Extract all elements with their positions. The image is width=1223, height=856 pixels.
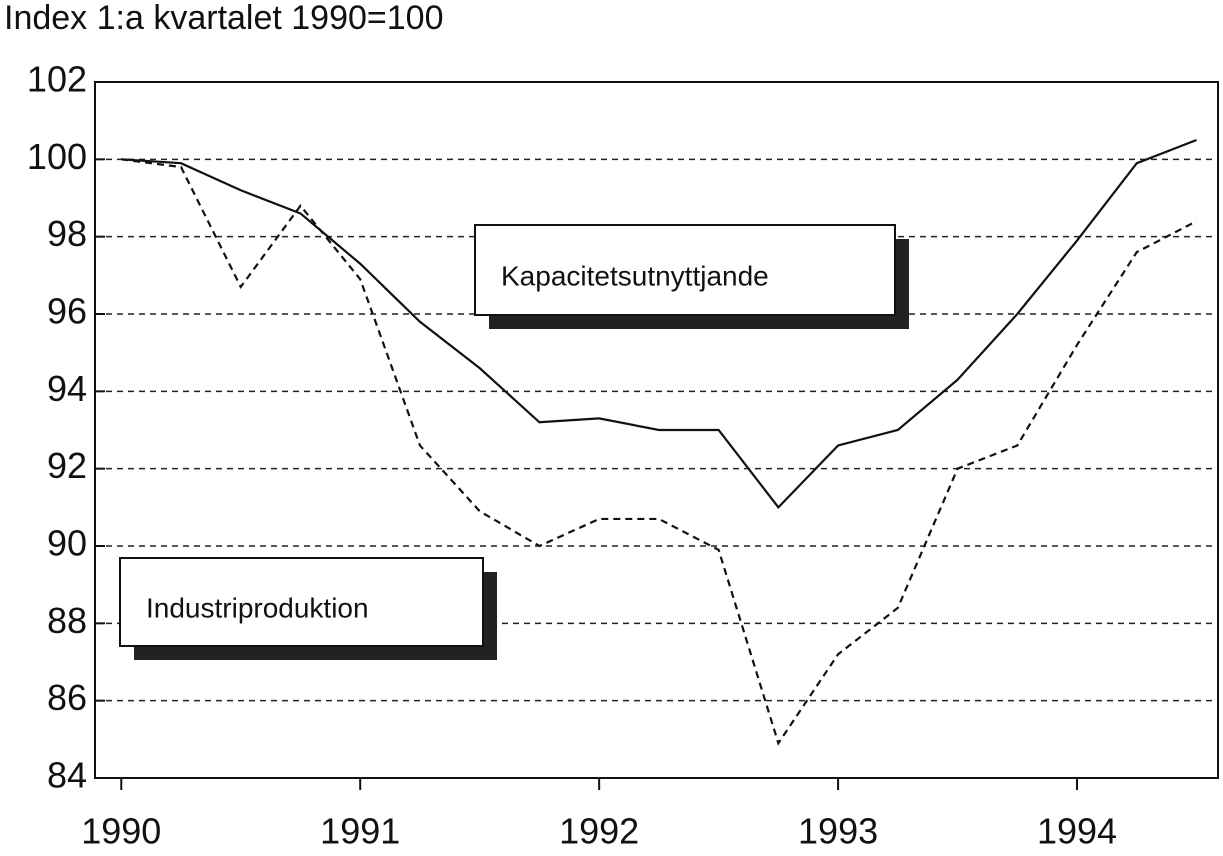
chart-title: Index 1:a kvartalet 1990=100 <box>4 0 444 37</box>
series-line <box>121 138 1197 510</box>
y-tick-label: 88 <box>47 600 87 641</box>
x-tick-label: 1994 <box>1037 811 1117 852</box>
y-tick-label: 84 <box>47 755 87 796</box>
label-box <box>119 557 484 647</box>
plot-frame <box>94 81 1219 779</box>
y-tick-label: 98 <box>47 213 87 254</box>
x-tick-label: 1991 <box>320 811 400 852</box>
y-tick-label: 100 <box>27 136 87 177</box>
y-tick-label: 96 <box>47 291 87 332</box>
legend-label: Kapacitetsutnyttjande <box>501 260 769 291</box>
y-tick-label: 90 <box>47 523 87 564</box>
x-tick-label: 1993 <box>798 811 878 852</box>
y-tick-label: 102 <box>27 59 87 100</box>
x-tick-label: 1992 <box>559 811 639 852</box>
label-box <box>474 224 896 316</box>
legend-label: Industriproduktion <box>146 592 369 623</box>
series-line <box>121 158 1198 746</box>
y-tick-label: 86 <box>47 677 87 718</box>
y-tick-label: 94 <box>47 368 87 409</box>
y-tick-label: 92 <box>47 445 87 486</box>
x-tick-label: 1990 <box>81 811 161 852</box>
